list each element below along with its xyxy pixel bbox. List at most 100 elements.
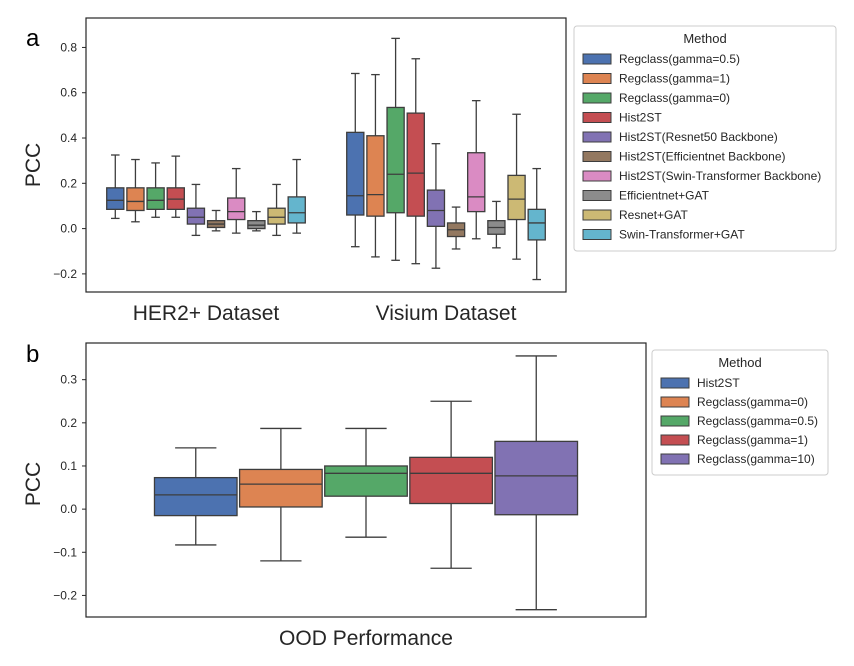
box-Regclass(gamma=0) [146, 162, 165, 218]
legend-swatch [582, 53, 612, 65]
box-body [386, 106, 405, 214]
box-body [346, 131, 365, 216]
box-Hist2ST(Resnet50 Backbone) [426, 143, 446, 269]
panel-b-legend: Method Hist2ST Regclass(gamma=0) Regclass(g… [651, 349, 829, 476]
legend-entry: Regclass(gamma=10) [697, 452, 815, 466]
legend-entry: Swin-Transformer+GAT [619, 228, 745, 242]
panel-b-y-ticks: −0.2 −0.1 0.0 0.1 0.2 0.3 [53, 373, 86, 602]
legend-swatch [582, 112, 612, 123]
legend-entry: Regclass(gamma=0.5) [697, 414, 818, 428]
box-Regclass(gamma=1) [409, 400, 494, 569]
box-Swin-Transformer+GAT [287, 158, 306, 234]
legend-entry: Regclass(gamma=0.5) [619, 52, 740, 66]
legend-swatch [660, 434, 690, 446]
legend-swatch [582, 92, 612, 104]
box-body [153, 476, 238, 517]
box-body [366, 135, 385, 217]
box-body [238, 468, 323, 508]
box-Regclass(gamma=0) [386, 37, 405, 261]
x-tick-label: Visium Dataset [376, 302, 517, 325]
box-Hist2ST(Efficientnet Backbone) [446, 206, 466, 250]
box-Regclass(gamma=1) [126, 158, 145, 223]
y-tick-label: −0.1 [53, 545, 77, 559]
legend-entry: Regclass(gamma=0) [697, 395, 808, 409]
box-Regclass(gamma=0.5) [106, 154, 125, 220]
legend-swatch [582, 151, 612, 162]
y-tick-label: 0.4 [60, 131, 77, 145]
legend-entry: Hist2ST [697, 376, 740, 390]
panel-a: a −0.2 0.0 0.2 0.4 0.6 0.8 HER2+ Dataset Visiu… [22, 17, 837, 325]
y-tick-label: 0.8 [60, 40, 77, 54]
legend-swatch [582, 229, 612, 240]
legend-entry: Resnet+GAT [619, 208, 688, 222]
box-Regclass(gamma=1) [366, 73, 385, 258]
box-Hist2ST(Swin-Transformer Backbone) [467, 100, 486, 240]
box-body [126, 187, 145, 212]
legend-frame [573, 25, 837, 252]
box-body [267, 207, 286, 225]
panel-a-x-ticks: HER2+ Dataset Visium Dataset [133, 302, 517, 325]
y-tick-label: 0.3 [60, 373, 77, 387]
y-tick-label: −0.2 [53, 267, 77, 281]
box-Efficientnet+GAT [247, 210, 266, 232]
legend-entry: Hist2ST(Swin-Transformer Backbone) [619, 169, 821, 183]
panel-a-letter: a [26, 25, 40, 52]
x-tick-label: HER2+ Dataset [133, 302, 280, 325]
legend-entry: Hist2ST(Resnet50 Backbone) [619, 130, 778, 144]
panel-a-plot-frame [85, 17, 567, 293]
box-Regclass(gamma=0) [238, 427, 323, 562]
legend-swatch [582, 170, 612, 182]
legend-swatch [582, 209, 612, 221]
legend-entry: Hist2ST [619, 111, 662, 125]
box-Hist2ST(Efficientnet Backbone) [206, 209, 226, 232]
box-body [186, 207, 206, 225]
box-Hist2ST [153, 447, 238, 546]
box-Regclass(gamma=0.5) [346, 72, 365, 248]
box-body [406, 112, 425, 217]
legend-swatch [660, 453, 690, 465]
legend-frame [651, 349, 829, 476]
legend-entry: Hist2ST(Efficientnet Backbone) [619, 150, 786, 164]
box-Hist2ST(Resnet50 Backbone) [186, 183, 206, 237]
legend-swatch [582, 131, 612, 143]
panel-b-boxes [153, 355, 579, 611]
legend-entry: Regclass(gamma=1) [619, 72, 730, 86]
panel-b-ylabel: PCC [22, 462, 45, 506]
box-Swin-Transformer+GAT [527, 167, 546, 281]
legend-swatch [582, 73, 612, 84]
box-Hist2ST [166, 155, 185, 218]
box-body [106, 187, 125, 210]
legend-swatch [660, 415, 690, 427]
box-Regclass(gamma=0.5) [324, 427, 408, 538]
y-tick-label: 0.0 [60, 222, 77, 236]
panel-b-x-ticks: OOD Performance [279, 627, 453, 650]
y-tick-label: 0.6 [60, 86, 77, 100]
box-Hist2ST(Swin-Transformer Backbone) [227, 167, 246, 234]
box-body [227, 197, 246, 221]
box-Resnet+GAT [267, 183, 286, 237]
box-body [324, 465, 408, 497]
legend-title: Method [683, 31, 726, 46]
box-body [494, 440, 579, 516]
box-body [467, 152, 486, 213]
y-tick-label: 0.0 [60, 502, 77, 516]
box-body [507, 174, 526, 221]
box-body [426, 189, 446, 227]
legend-entry: Regclass(gamma=0) [619, 91, 730, 105]
box-body [527, 208, 546, 241]
y-tick-label: 0.2 [60, 176, 77, 190]
legend-title: Method [718, 355, 761, 370]
box-body [146, 187, 165, 210]
panel-a-boxes [106, 37, 546, 281]
box-body [287, 196, 306, 224]
panel-a-y-ticks: −0.2 0.0 0.2 0.4 0.6 0.8 [53, 40, 86, 281]
panel-b-plot-frame [85, 342, 647, 618]
y-tick-label: 0.2 [60, 416, 77, 430]
box-Efficientnet+GAT [487, 200, 506, 249]
panel-a-ylabel: PCC [22, 143, 45, 187]
y-tick-label: −0.2 [53, 588, 77, 602]
legend-swatch [660, 377, 690, 389]
box-Hist2ST [406, 58, 425, 265]
box-Regclass(gamma=10) [494, 355, 579, 611]
